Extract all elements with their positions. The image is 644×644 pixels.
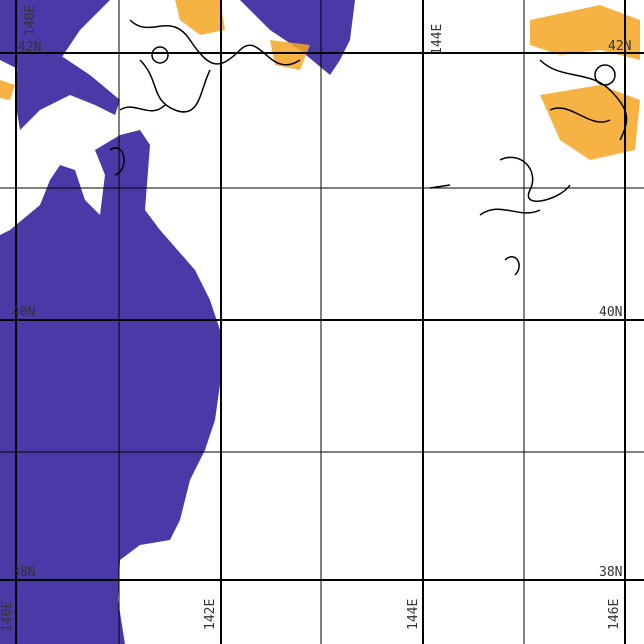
lat-label-38n-right: 38N xyxy=(599,565,622,580)
land-mass-hokkaido-south xyxy=(15,55,120,130)
lon-label-bottom-142e: 142E xyxy=(203,599,218,630)
land-mass-northeast xyxy=(240,0,355,75)
lon-label-top-144e: 144E xyxy=(430,24,445,55)
lat-label-38n-left: 38N xyxy=(12,565,35,580)
land-mass-honshu xyxy=(0,130,222,644)
shaded-areas xyxy=(0,0,640,160)
lon-label-top-140e: 140E xyxy=(23,5,38,36)
lon-label-bottom-140e: 140E xyxy=(0,601,15,632)
lon-label-bottom-144e: 144E xyxy=(406,599,421,630)
lat-label-top-right-42n: 42N xyxy=(608,39,631,54)
contour-lines xyxy=(109,19,628,276)
lat-label-40n-left: 40N xyxy=(12,305,35,320)
lon-label-bottom-146e: 146E xyxy=(607,599,622,630)
lat-label-top-42n: 42N xyxy=(18,40,41,55)
lat-label-40n-right: 40N xyxy=(599,305,622,320)
